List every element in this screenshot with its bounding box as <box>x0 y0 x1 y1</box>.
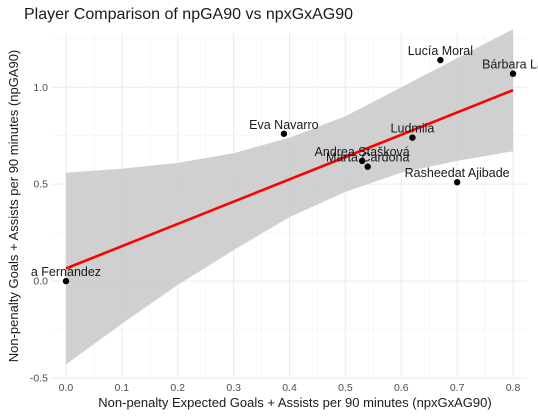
data-point <box>453 179 461 186</box>
x-tick-label: 0.7 <box>450 382 465 394</box>
chart-title: Player Comparison of npGA90 vs npxGxAG90 <box>24 6 353 23</box>
point-label: Lucía Moral <box>408 44 473 58</box>
point-labels-layer: a Fernández Eva Navarro Andrea StaškováMar… <box>31 44 538 279</box>
x-tick-label: 0.0 <box>59 382 74 394</box>
y-tick-label: 1.0 <box>33 82 48 94</box>
y-axis-title: Non-penalty Goals + Assists per 90 minut… <box>6 50 21 363</box>
data-point <box>62 277 70 285</box>
x-tick-label: 0.1 <box>115 382 130 394</box>
data-point <box>364 163 371 170</box>
y-tick-label: 0.0 <box>33 276 48 288</box>
x-axis-title: Non-penalty Expected Goals + Assists per… <box>98 395 491 410</box>
y-axis-ticks: -0.5 0.0 0.5 1.0 <box>30 82 48 385</box>
point-label: a Fernández <box>31 265 101 279</box>
point-label: Ludmila <box>391 122 435 136</box>
confidence-band <box>66 29 513 365</box>
data-point <box>280 130 288 137</box>
x-tick-label: 0.6 <box>394 382 409 394</box>
confidence-band-layer <box>66 29 513 365</box>
regression-line-layer <box>65 88 514 270</box>
point-label: Marta Cardona <box>326 151 409 165</box>
x-tick-label: 0.3 <box>226 382 241 394</box>
point-label: Andrea Stašková <box>315 145 410 159</box>
regression-line <box>65 88 514 270</box>
x-axis-ticks: 0.0 0.1 0.2 0.3 0.4 0.5 0.6 0.7 0.8 <box>59 382 521 394</box>
point-label: Eva Navarro <box>249 118 319 132</box>
points-layer <box>62 56 517 285</box>
data-point <box>509 70 517 77</box>
data-point <box>358 157 366 165</box>
x-tick-label: 0.8 <box>506 382 521 394</box>
x-tick-label: 0.4 <box>282 382 297 394</box>
y-tick-label: 0.5 <box>33 179 48 191</box>
point-label: Bárbara La <box>482 58 538 72</box>
x-tick-label: 0.5 <box>338 382 353 394</box>
data-point <box>437 56 444 64</box>
data-point <box>409 134 416 141</box>
y-tick-label: -0.5 <box>30 373 48 385</box>
x-tick-label: 0.2 <box>170 382 185 394</box>
point-label: Rasheedat Ajibade <box>405 166 510 180</box>
